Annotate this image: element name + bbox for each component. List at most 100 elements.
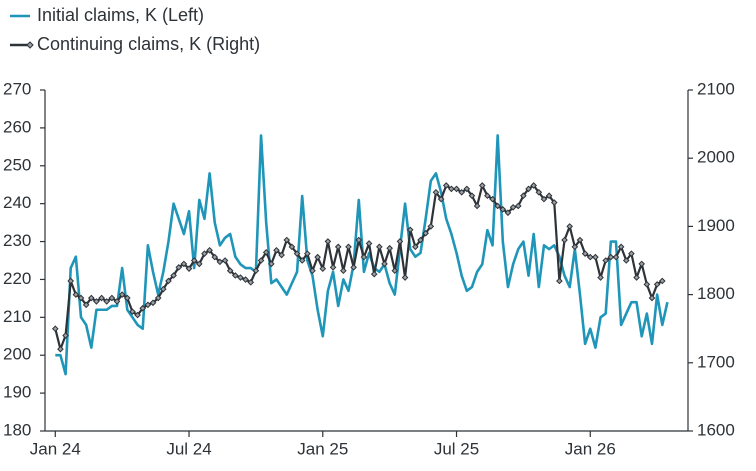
marker <box>391 267 399 275</box>
marker <box>273 246 280 254</box>
marker <box>242 276 249 283</box>
marker <box>504 209 512 217</box>
marker <box>607 253 615 261</box>
marker <box>160 285 167 293</box>
marker <box>196 260 203 268</box>
marker <box>509 203 517 211</box>
marker <box>108 294 116 302</box>
marker <box>648 294 656 302</box>
marker <box>288 243 296 251</box>
marker <box>247 279 255 286</box>
marker <box>432 188 440 196</box>
marker <box>309 267 316 275</box>
marker <box>530 182 537 189</box>
marker <box>370 270 378 278</box>
marker <box>653 281 661 288</box>
marker <box>365 240 373 247</box>
marker <box>350 264 357 271</box>
marker <box>468 192 476 200</box>
marker <box>597 274 604 281</box>
marker <box>226 267 234 275</box>
marker <box>473 202 481 210</box>
marker <box>57 345 64 353</box>
legend-label: Continuing claims, K (Right) <box>37 34 260 54</box>
legend-marker <box>26 41 34 49</box>
marker <box>453 185 460 193</box>
marker <box>154 294 162 302</box>
marker <box>293 250 301 257</box>
marker <box>180 260 188 268</box>
marker <box>206 246 213 254</box>
marker <box>170 272 177 279</box>
marker <box>329 264 337 271</box>
marker <box>314 253 321 261</box>
marker <box>376 243 383 251</box>
marker <box>185 265 193 272</box>
marker <box>87 294 95 302</box>
marker <box>113 298 121 305</box>
x-tick-label: Jan 24 <box>30 439 81 458</box>
marker <box>165 277 172 285</box>
marker <box>550 199 558 206</box>
marker <box>427 223 435 230</box>
marker <box>386 244 393 252</box>
marker <box>494 202 501 210</box>
marker <box>576 236 584 244</box>
y-tick-label: 210 <box>3 307 31 326</box>
marker <box>175 264 183 271</box>
marker <box>190 257 198 264</box>
marker <box>545 192 553 200</box>
marker <box>360 253 368 261</box>
marker <box>442 182 450 189</box>
marker <box>617 243 625 251</box>
marker <box>345 243 352 251</box>
marker <box>381 260 388 268</box>
marker <box>396 238 404 245</box>
marker <box>93 298 100 305</box>
marker <box>221 257 229 264</box>
y-tick-label: 240 <box>3 193 31 212</box>
marker <box>211 253 219 261</box>
marker <box>571 243 579 251</box>
y-tick-label: 270 <box>3 79 31 98</box>
x-tick-label: Jul 25 <box>434 439 479 458</box>
marker <box>566 223 573 230</box>
marker <box>535 188 543 196</box>
x-tick-label: Jan 25 <box>297 439 348 458</box>
marker <box>262 249 270 256</box>
marker <box>592 253 599 261</box>
marker <box>144 301 152 309</box>
y2-tick-label: 2100 <box>697 79 735 98</box>
marker <box>484 192 491 200</box>
marker <box>319 265 327 272</box>
marker <box>268 260 275 268</box>
marker <box>51 325 59 333</box>
marker <box>252 267 260 275</box>
series-line <box>55 134 669 376</box>
marker <box>643 281 651 288</box>
x-tick-label: Jul 24 <box>166 439 211 458</box>
marker <box>602 257 610 264</box>
marker <box>298 257 306 264</box>
y2-tick-label: 1600 <box>697 420 735 439</box>
marker <box>67 277 75 285</box>
marker <box>628 250 635 257</box>
marker <box>257 257 265 264</box>
marker <box>118 291 126 298</box>
marker <box>98 294 105 302</box>
marker <box>437 195 445 203</box>
marker <box>283 236 291 244</box>
y-tick-label: 230 <box>3 231 31 250</box>
marker <box>340 267 347 275</box>
marker <box>334 243 342 251</box>
x-tick-label: Jan 26 <box>565 439 616 458</box>
marker <box>525 185 532 193</box>
marker <box>422 229 429 237</box>
marker <box>520 192 527 200</box>
marker <box>232 272 239 279</box>
y2-tick-label: 1800 <box>697 284 735 303</box>
marker <box>77 294 85 302</box>
marker <box>448 185 455 193</box>
y-tick-label: 190 <box>3 383 31 402</box>
